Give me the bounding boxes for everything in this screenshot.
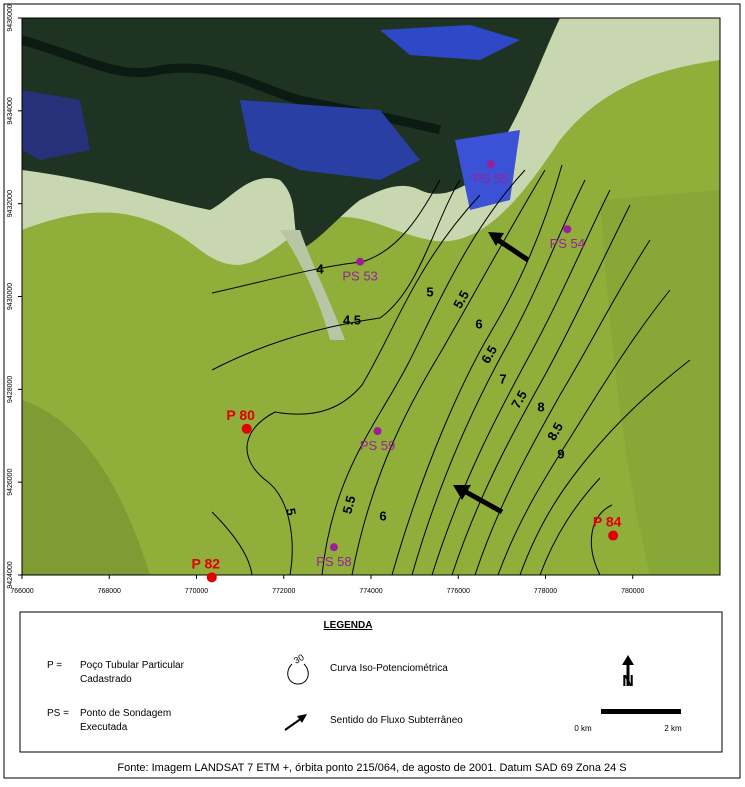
flow-icon-head xyxy=(297,714,307,723)
point xyxy=(373,427,382,436)
y-tick-label: 9424000 xyxy=(7,561,14,588)
point xyxy=(329,543,338,552)
x-tick-label: 780000 xyxy=(621,588,644,595)
y-tick-label: 9426000 xyxy=(7,468,14,495)
y-tick-label: 9434000 xyxy=(7,97,14,124)
y-tick-label: 9428000 xyxy=(7,376,14,403)
legend-text: Curva Iso-Potenciométrica xyxy=(330,663,448,674)
frame xyxy=(3,3,741,779)
legend-text: Ponto de Sondagem xyxy=(80,708,171,719)
point-label: P 84 xyxy=(593,514,622,530)
axis-ticks: 766000 768000 770000 772000 774000 776000 7780… xyxy=(7,4,645,595)
point xyxy=(608,530,619,541)
flow-icon xyxy=(284,717,303,731)
contour-label: 5 xyxy=(283,507,299,517)
scale-label: 2 km xyxy=(664,724,682,733)
scale-bar xyxy=(601,709,681,714)
point xyxy=(241,423,252,434)
satellite-image xyxy=(22,18,720,575)
point-label: P 82 xyxy=(191,555,220,571)
source-note: Fonte: Imagem LANDSAT 7 ETM +, órbita po… xyxy=(117,762,626,774)
contour-label: 6 xyxy=(379,508,386,523)
contour-label: 5 xyxy=(426,284,433,299)
x-tick-label: 768000 xyxy=(98,588,121,595)
point-label: PS 55 xyxy=(473,171,508,186)
y-tick-label: 9436000 xyxy=(7,4,14,31)
contour-icon-label: 30 xyxy=(292,652,306,666)
x-tick-label: 772000 xyxy=(272,588,295,595)
contour-label: 4.5 xyxy=(343,312,361,327)
scale-label: 0 km xyxy=(574,724,592,733)
point-label: P 80 xyxy=(226,407,255,423)
point xyxy=(486,160,495,169)
legend-text: Sentido do Fluxo Subterrâneo xyxy=(330,715,463,726)
x-tick-label: 774000 xyxy=(359,588,382,595)
legend-box xyxy=(19,611,723,753)
legend-text: Poço Tubular Particular xyxy=(80,660,185,671)
x-tick-label: 766000 xyxy=(10,588,33,595)
contour-label: 4 xyxy=(316,261,324,276)
flow-arrows xyxy=(453,232,530,515)
legend-symbol: PS = xyxy=(47,708,69,719)
legend-symbol: P = xyxy=(47,660,62,671)
point-label: PS 54 xyxy=(550,236,585,251)
contour-label: 9 xyxy=(557,446,564,461)
x-tick-label: 770000 xyxy=(185,588,208,595)
x-tick-label: 778000 xyxy=(534,588,557,595)
legend-text: Cadastrado xyxy=(80,674,132,685)
contour-icon xyxy=(287,663,309,685)
contours: 4 4.5 5 5.5 6 6.5 7 7.5 8 8.5 9 5 5.5 6 xyxy=(211,164,691,576)
legend-text: Executada xyxy=(80,722,128,733)
north-arrow xyxy=(622,655,634,665)
point xyxy=(206,572,217,583)
contour-label: 8 xyxy=(537,399,544,414)
contour-label: 5.5 xyxy=(339,494,358,515)
contour-label: 6 xyxy=(475,316,482,331)
point-label: PS 59 xyxy=(360,438,395,453)
point-label: PS 58 xyxy=(316,554,351,569)
point xyxy=(356,257,365,266)
legend-title: LEGENDA xyxy=(324,620,373,631)
contour-label: 7 xyxy=(499,371,506,386)
point xyxy=(563,225,572,234)
x-tick-label: 776000 xyxy=(447,588,470,595)
point-label: PS 53 xyxy=(342,269,377,284)
points: PS 55 PS 54 PS 53 PS 59 PS 58 P 80 P 82 P 84 xyxy=(191,160,622,583)
legend: LEGENDA P = Poço Tubular Particular Cada… xyxy=(19,611,723,753)
y-tick-label: 9432000 xyxy=(7,190,14,217)
north-label: N xyxy=(622,673,634,690)
y-tick-label: 9430000 xyxy=(7,283,14,310)
